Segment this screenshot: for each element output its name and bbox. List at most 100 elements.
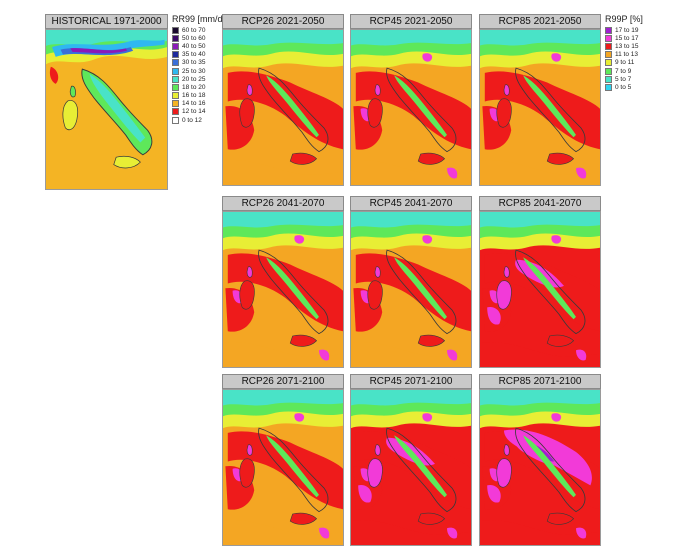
sicily: [417, 334, 446, 347]
hotspot-north: [294, 413, 305, 422]
sicily: [546, 334, 575, 347]
south-sea-zone: [480, 342, 600, 367]
historical-legend-label: 0 to 12: [182, 116, 202, 124]
historical-legend-item: 0 to 12: [172, 116, 222, 124]
sicily: [289, 152, 318, 165]
peninsula-coastline: [258, 427, 329, 513]
scenario-legend-swatch: [605, 75, 612, 83]
scenario-legend-label: 13 to 15: [615, 42, 639, 50]
scenario-map: [350, 389, 472, 546]
sardinia: [496, 98, 512, 128]
scenario-panel-title: RCP85 2071-2100: [479, 374, 601, 389]
historical-legend-label: 25 to 30: [182, 67, 206, 75]
hotspot-southeast: [576, 527, 587, 539]
hotspot-southeast: [447, 349, 458, 361]
scenario-map: [350, 29, 472, 186]
scenario-legend-label: 0 to 5: [615, 83, 632, 91]
historical-legend-item: 50 to 60: [172, 34, 222, 42]
peninsula-coastline: [258, 249, 329, 335]
south-sea-zone: [480, 160, 600, 185]
hotspot-southeast: [576, 349, 587, 361]
historical-legend-swatch: [172, 116, 179, 124]
historical-legend-swatch: [172, 26, 179, 34]
peninsula-coastline: [386, 67, 457, 153]
peninsula-coastline: [386, 427, 457, 513]
scenario-panel-title: RCP26 2041-2070: [222, 196, 344, 211]
hotspot-north: [294, 235, 305, 244]
scenario-map: [479, 389, 601, 546]
historical-legend-label: 14 to 16: [182, 100, 206, 108]
hotspot-north: [551, 53, 562, 62]
scenario-map: [350, 211, 472, 368]
hotspot-southeast: [319, 349, 330, 361]
hotspot-southwest: [487, 307, 501, 325]
scenario-map: [222, 389, 344, 546]
scenario-legend-label: 17 to 19: [615, 26, 639, 34]
historical-legend-label: 35 to 40: [182, 51, 206, 59]
sardinia: [239, 458, 255, 488]
scenario-map-canvas: [223, 30, 343, 185]
scenario-legend-swatch: [605, 42, 612, 50]
sardinia: [367, 280, 383, 310]
scenario-map-canvas: [351, 390, 471, 545]
scenario-map-canvas: [351, 30, 471, 185]
hotspot-north: [422, 53, 433, 62]
apennine-ridge: [266, 257, 319, 320]
scenario-map: [479, 29, 601, 186]
hotspot-southeast: [447, 527, 458, 539]
scenario-panel: RCP26 2071-2100: [222, 374, 344, 546]
scenario-panel-title: RCP45 2021-2050: [350, 14, 472, 29]
scenario-legend-item: 0 to 5: [605, 83, 665, 91]
scenario-legend-item: 5 to 7: [605, 75, 665, 83]
apennine-ridge: [394, 257, 447, 320]
historical-legend-swatch: [172, 42, 179, 50]
north-zone-cyan: [223, 390, 343, 406]
historical-panel-title: HISTORICAL 1971-2000: [45, 14, 168, 29]
scenario-panel-title: RCP26 2021-2050: [222, 14, 344, 29]
historical-legend-swatch: [172, 34, 179, 42]
historical-legend: RR99 [mm/d] 60 to 70 50 to 60 40 to 50 35 t…: [172, 14, 225, 124]
historical-legend-items: 60 to 70 50 to 60 40 to 50 35 to 40 30 to 35…: [172, 26, 222, 124]
apennine-ridge: [523, 435, 576, 498]
scenario-map: [222, 29, 344, 186]
sardinia: [496, 458, 512, 488]
hotspot-north: [551, 235, 562, 244]
historical-map-canvas: [46, 30, 167, 189]
scenario-legend-item: 11 to 13: [605, 51, 665, 59]
historical-legend-item: 40 to 50: [172, 42, 222, 50]
scenario-panel: RCP85 2021-2050: [479, 14, 601, 186]
scenario-legend-items: 17 to 19 15 to 17 13 to 15 11 to 13 9 to 11 7…: [605, 26, 665, 92]
scenario-map-canvas: [480, 212, 600, 367]
scenario-legend-label: 9 to 11: [615, 59, 635, 67]
corsica: [374, 266, 381, 278]
scenario-map: [479, 211, 601, 368]
scenario-legend-title: R99P [%]: [605, 14, 643, 24]
historical-legend-label: 60 to 70: [182, 26, 206, 34]
historical-legend-label: 30 to 35: [182, 59, 206, 67]
corsica: [246, 84, 253, 96]
corsica: [374, 84, 381, 96]
historical-legend-swatch: [172, 59, 179, 67]
south-sea-zone: [480, 520, 600, 545]
hotspot-southwest: [358, 485, 372, 503]
sicily: [546, 512, 575, 525]
historical-legend-item: 25 to 30: [172, 67, 222, 75]
north-zone-cyan: [223, 30, 343, 46]
historical-panel: HISTORICAL 1971-2000: [45, 14, 168, 190]
scenario-map-canvas: [480, 390, 600, 545]
apennine-zone: [89, 74, 146, 143]
sicily: [289, 334, 318, 347]
historical-legend-swatch: [172, 83, 179, 91]
sardinia: [496, 280, 512, 310]
south-sea-zone: [351, 160, 471, 185]
scenario-legend-swatch: [605, 26, 612, 34]
corsica: [246, 444, 253, 456]
coastal-patch: [49, 66, 59, 84]
historical-legend-item: 16 to 18: [172, 92, 222, 100]
scenario-panel-title: RCP45 2071-2100: [350, 374, 472, 389]
scenario-panel: RCP45 2071-2100: [350, 374, 472, 546]
historical-legend-item: 14 to 16: [172, 100, 222, 108]
hotspot-north: [551, 413, 562, 422]
sicily: [113, 155, 141, 169]
apennine-ridge: [394, 75, 447, 138]
